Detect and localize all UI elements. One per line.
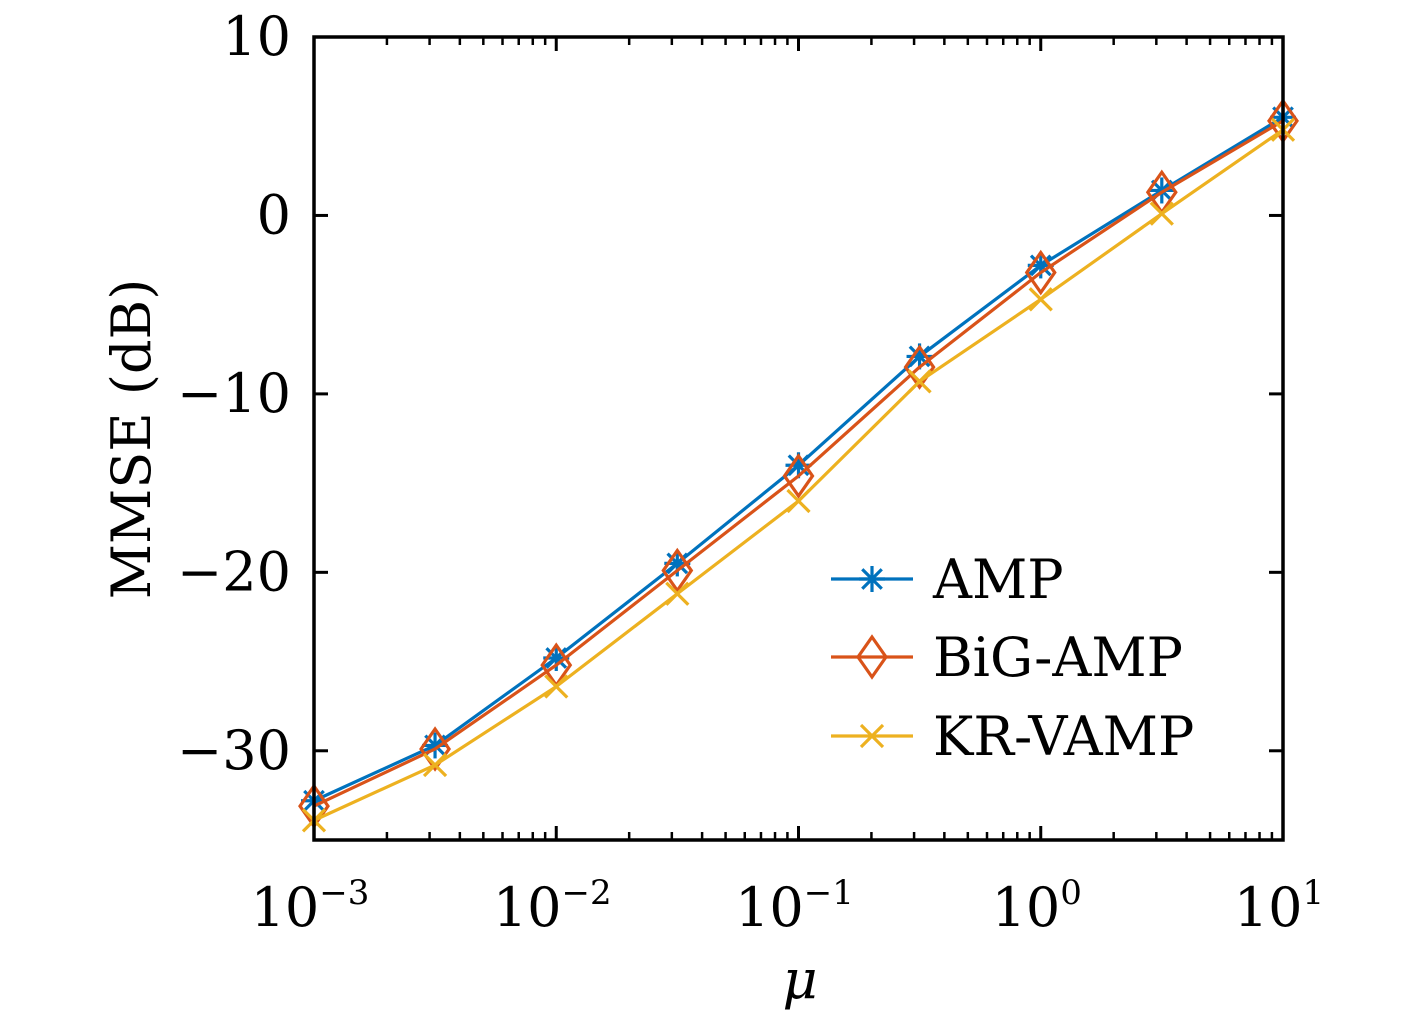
legend-label: AMP: [932, 548, 1064, 611]
data-point-kr-vamp: [665, 581, 690, 606]
y-tick-label: −20: [177, 540, 291, 603]
data-point-kr-vamp: [1149, 201, 1174, 226]
x-tick-label: 100: [992, 873, 1082, 939]
y-tick-label: −30: [177, 719, 291, 782]
data-point-kr-vamp: [786, 488, 811, 514]
y-tick-label: −10: [177, 362, 291, 425]
data-point-big-amp: [661, 547, 694, 594]
legend-marker: [859, 566, 885, 592]
data-point-kr-vamp: [1028, 287, 1053, 312]
x-axis-label: μ: [782, 948, 817, 1011]
y-tick-label: 10: [222, 5, 291, 68]
series-line-big-amp: [313, 119, 1284, 808]
y-axis-label: MMSE (dB): [100, 279, 163, 600]
data-point-big-amp: [419, 726, 452, 772]
data-point-big-amp: [903, 344, 936, 390]
data-point-kr-vamp: [907, 369, 932, 394]
legend: AMP BiG-AMP KR-VAMP: [831, 548, 1194, 768]
x-tick-label: 10−2: [493, 873, 612, 939]
legend-label: BiG-AMP: [933, 626, 1183, 689]
x-tick-label: 10−3: [251, 873, 370, 939]
data-point-amp: [906, 343, 933, 370]
y-tick-label: 0: [257, 183, 291, 246]
x-tick-label: 10−1: [735, 873, 854, 939]
x-tick-label: 101: [1234, 873, 1324, 939]
data-point-big-amp: [782, 453, 815, 499]
series-layer: [298, 98, 1299, 833]
legend-item-kr-vamp: KR-VAMP: [831, 705, 1194, 768]
legend-marker: [859, 723, 885, 749]
data-point-big-amp: [1024, 249, 1057, 296]
data-point-kr-vamp: [544, 674, 569, 699]
legend-item-amp: AMP: [831, 548, 1064, 611]
legend-marker: [856, 634, 888, 680]
data-point-kr-vamp: [422, 752, 448, 778]
legend-item-big-amp: BiG-AMP: [831, 626, 1183, 689]
legend-label: KR-VAMP: [933, 705, 1194, 768]
